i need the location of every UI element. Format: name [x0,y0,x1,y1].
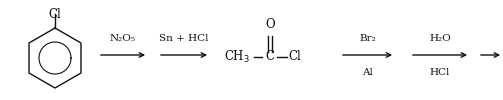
Text: Al: Al [362,68,373,77]
Text: H₂O: H₂O [429,34,451,43]
Text: HCl: HCl [430,68,450,77]
Text: C: C [266,50,275,64]
Text: Cl: Cl [288,50,301,64]
Text: Br₂: Br₂ [359,34,376,43]
Text: O: O [265,18,275,31]
Text: N₂O₅: N₂O₅ [110,34,136,43]
Text: Cl: Cl [49,8,61,21]
Text: Sn + HCl: Sn + HCl [159,34,209,43]
Text: CH$_3$: CH$_3$ [224,49,250,65]
